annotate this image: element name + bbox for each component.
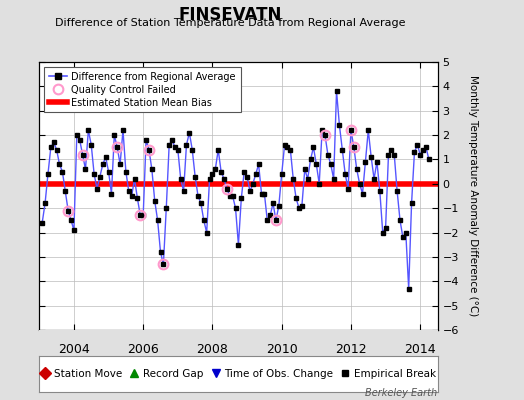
Legend: Station Move, Record Gap, Time of Obs. Change, Empirical Break: Station Move, Record Gap, Time of Obs. C… xyxy=(37,365,440,383)
Text: Berkeley Earth: Berkeley Earth xyxy=(365,388,438,398)
Y-axis label: Monthly Temperature Anomaly Difference (°C): Monthly Temperature Anomaly Difference (… xyxy=(468,75,478,317)
Text: Difference of Station Temperature Data from Regional Average: Difference of Station Temperature Data f… xyxy=(56,18,406,28)
Legend: Difference from Regional Average, Quality Control Failed, Estimated Station Mean: Difference from Regional Average, Qualit… xyxy=(44,67,241,112)
Text: FINSEVATN: FINSEVATN xyxy=(179,6,282,24)
